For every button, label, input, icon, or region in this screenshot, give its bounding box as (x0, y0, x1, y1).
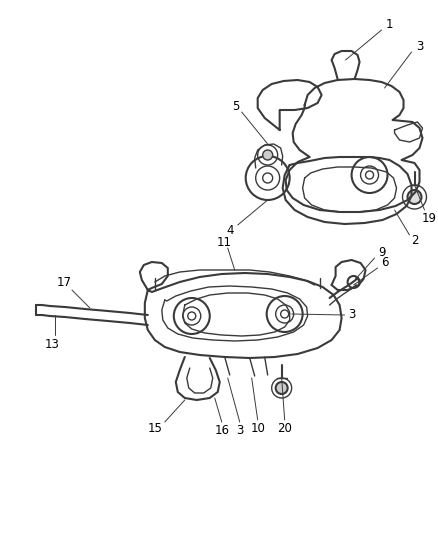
Text: 17: 17 (57, 276, 71, 288)
Text: 10: 10 (250, 422, 265, 434)
Text: 11: 11 (216, 236, 231, 248)
Text: 19: 19 (421, 212, 436, 224)
Text: 1: 1 (385, 19, 392, 31)
Text: 9: 9 (377, 246, 385, 260)
Text: 3: 3 (415, 41, 422, 53)
Text: 16: 16 (214, 424, 229, 437)
Circle shape (262, 150, 272, 160)
Text: 6: 6 (380, 256, 387, 270)
Text: 3: 3 (236, 424, 243, 437)
Text: 13: 13 (44, 337, 59, 351)
Text: 20: 20 (276, 422, 291, 434)
Text: 3: 3 (347, 309, 354, 321)
Text: 5: 5 (232, 101, 239, 114)
Text: 2: 2 (410, 233, 417, 246)
Text: 4: 4 (226, 223, 233, 237)
Circle shape (275, 382, 287, 394)
Circle shape (406, 190, 420, 204)
Text: 15: 15 (147, 422, 162, 434)
